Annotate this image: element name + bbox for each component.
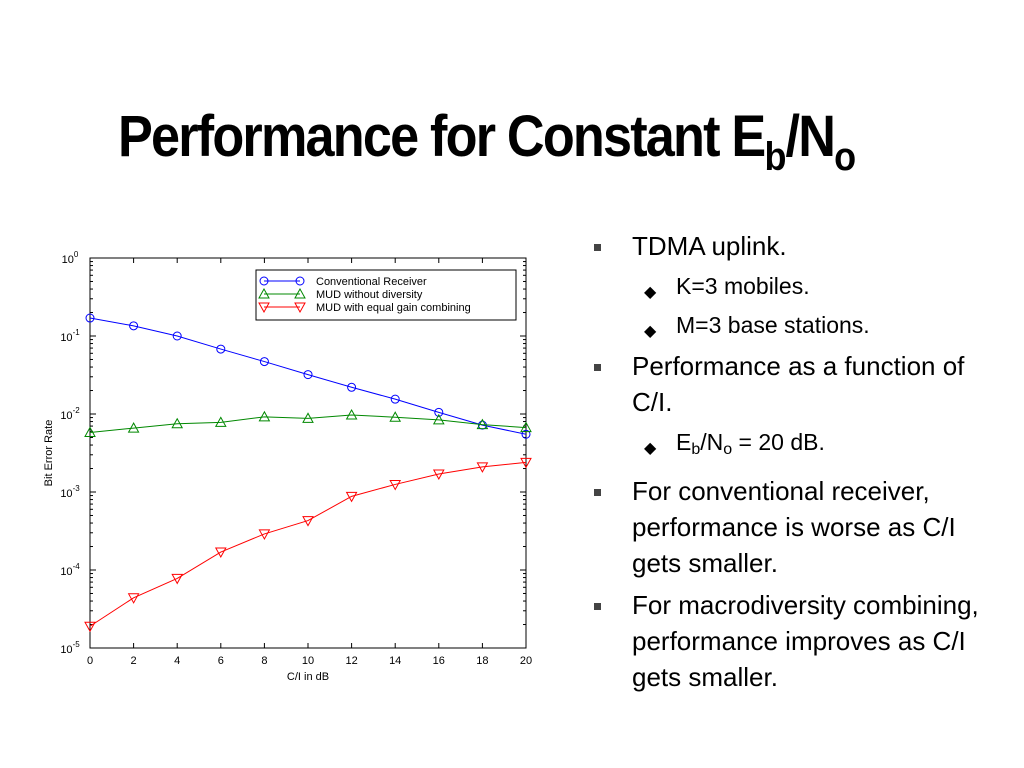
- data-point: [520, 421, 532, 433]
- x-tick-label: 12: [345, 655, 357, 667]
- legend-label: MUD with equal gain combining: [316, 302, 471, 314]
- data-point: [258, 529, 271, 540]
- bullet-item: For conventional receiver, performance i…: [592, 473, 1012, 581]
- series-line: [89, 317, 527, 435]
- bullet-text: M=3 base stations.: [676, 312, 870, 338]
- square-bullet-icon: [594, 364, 601, 371]
- data-point: [214, 547, 227, 559]
- bullet-text: For macrodiversity combining, performanc…: [632, 590, 979, 692]
- data-point: [520, 457, 532, 469]
- x-axis-label: C/I in dB: [287, 671, 329, 683]
- data-point: [434, 407, 444, 417]
- y-tick-label: 10-1: [60, 328, 80, 344]
- data-point: [216, 344, 226, 354]
- data-point: [85, 313, 95, 323]
- data-point: [172, 331, 182, 341]
- data-point: [345, 409, 358, 420]
- chart-canvas: 0 2 4 6 8 10 12 14 16 18 20 100 10-1 10-2 10-3 10-4 10-5…: [43, 250, 532, 683]
- data-point: [259, 357, 269, 367]
- title-subscript-b: b: [764, 135, 786, 179]
- series-line: [89, 461, 527, 627]
- data-point: [476, 462, 489, 473]
- data-point: [389, 479, 402, 491]
- data-point: [258, 287, 270, 299]
- square-bullet-icon: [594, 603, 601, 610]
- data-point: [476, 418, 489, 430]
- bullet-item: For macrodiversity combining, performanc…: [592, 587, 1012, 695]
- x-tick-label: 10: [302, 655, 314, 667]
- diamond-bullet-icon: ◆: [644, 323, 657, 340]
- bullet-text-part: o: [723, 441, 733, 458]
- data-point: [302, 516, 314, 527]
- y-tick-label: 10-3: [60, 484, 80, 500]
- bullet-text: For conventional receiver, performance i…: [632, 476, 956, 578]
- title-text: Performance for Constant E: [118, 104, 766, 169]
- data-point: [390, 394, 400, 404]
- data-point: [129, 321, 139, 331]
- data-point: [214, 416, 227, 427]
- data-point: [127, 593, 140, 604]
- x-tick-label: 18: [476, 655, 488, 667]
- bullet-text: TDMA uplink.: [632, 231, 787, 261]
- data-point: [259, 276, 269, 286]
- y-tick-label: 10-2: [60, 406, 80, 422]
- bullet-text-part: b: [691, 441, 701, 458]
- data-point: [347, 382, 357, 392]
- y-tick-label: 10-4: [60, 562, 80, 578]
- bullet-text-part: E: [676, 429, 692, 455]
- data-point: [127, 422, 140, 433]
- x-tick-label: 4: [174, 655, 180, 667]
- square-bullet-icon: [594, 244, 601, 251]
- legend-label: Conventional Receiver: [316, 276, 427, 288]
- y-tick-label: 100: [62, 250, 79, 266]
- bullet-item: ◆ M=3 base stations.: [592, 309, 1012, 341]
- data-point: [345, 491, 358, 503]
- bullet-item: Performance as a function of C/I.: [592, 348, 1012, 420]
- data-point: [303, 370, 313, 380]
- bullet-item: TDMA uplink.: [592, 228, 1012, 264]
- bullet-text: Eb/No = 20 dB.: [676, 429, 825, 458]
- data-point: [258, 302, 270, 314]
- legend-label: MUD without diversity: [316, 289, 423, 301]
- bullet-text: Performance as a function of C/I.: [632, 351, 965, 417]
- x-tick-label: 0: [87, 655, 93, 667]
- data-point: [84, 621, 96, 633]
- x-tick-label: 2: [131, 655, 137, 667]
- x-tick-label: 16: [433, 655, 445, 667]
- bullet-list: TDMA uplink. ◆ K=3 mobiles. ◆ M=3 base stati…: [592, 228, 1012, 701]
- data-point: [389, 411, 402, 422]
- bullet-text: K=3 mobiles.: [676, 273, 810, 299]
- diamond-bullet-icon: ◆: [644, 284, 657, 301]
- x-tick-label: 14: [389, 655, 401, 667]
- x-tick-label: 6: [218, 655, 224, 667]
- series-line: [89, 414, 527, 433]
- y-axis-label: Bit Error Rate: [43, 420, 55, 487]
- slide-title: Performance for Constant Eb/No: [118, 92, 910, 182]
- data-point: [258, 410, 271, 422]
- bullet-text-part: /N: [700, 429, 724, 455]
- x-tick-label: 20: [520, 655, 532, 667]
- data-point: [432, 469, 445, 481]
- data-point: [295, 276, 305, 286]
- diamond-bullet-icon: ◆: [644, 440, 657, 457]
- x-tick-label: 8: [261, 655, 267, 667]
- y-tick-label: 10-5: [60, 640, 80, 656]
- bullet-text-part: = 20 dB.: [732, 429, 825, 455]
- data-point: [302, 412, 314, 423]
- data-point: [294, 287, 306, 299]
- ber-chart: 0 2 4 6 8 10 12 14 16 18 20 100 10-1 10-2 10-3 10-4 10-5…: [30, 240, 550, 690]
- title-text-mid: /N: [785, 104, 836, 169]
- data-point: [432, 413, 445, 425]
- square-bullet-icon: [594, 489, 601, 496]
- data-point: [294, 302, 306, 314]
- data-point: [171, 573, 184, 585]
- bullet-item: ◆ K=3 mobiles.: [592, 270, 1012, 302]
- bullet-item: ◆ Eb/No = 20 dB.: [592, 426, 1012, 466]
- data-point: [171, 417, 184, 429]
- data-point: [84, 426, 96, 437]
- title-subscript-o: o: [834, 135, 856, 179]
- data-point: [521, 429, 531, 439]
